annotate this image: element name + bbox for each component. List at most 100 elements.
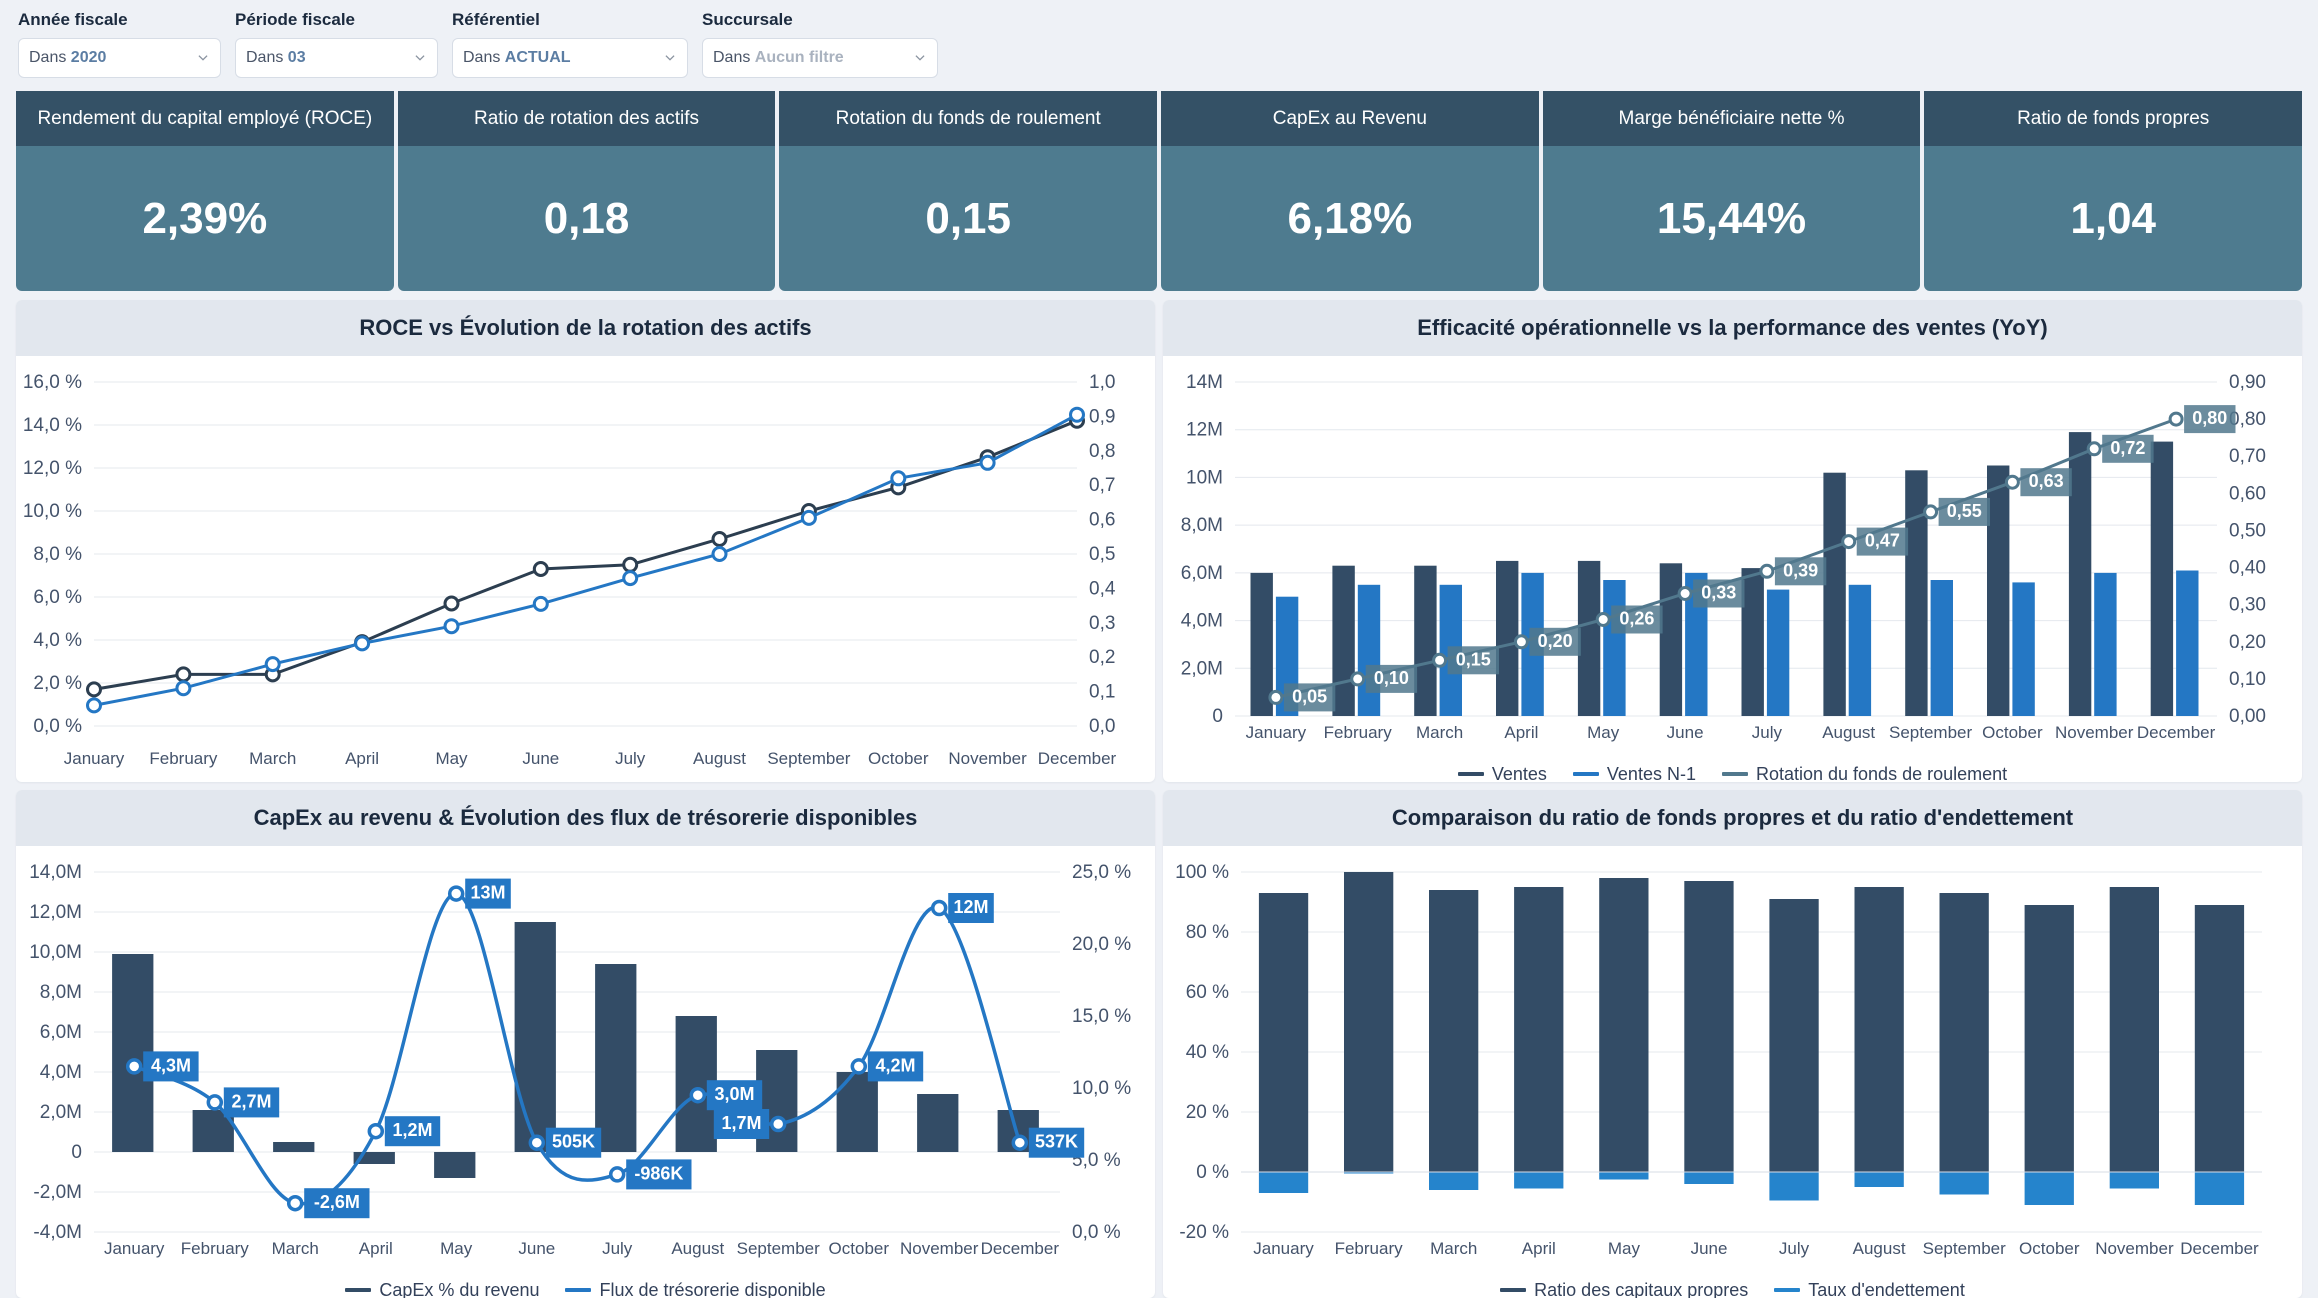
svg-text:November: November — [900, 1239, 979, 1258]
svg-text:25,0 %: 25,0 % — [1072, 862, 1131, 883]
svg-text:12,0M: 12,0M — [29, 902, 82, 923]
svg-text:November: November — [2095, 1239, 2174, 1258]
svg-text:6,0M: 6,0M — [40, 1022, 82, 1043]
svg-text:0,5: 0,5 — [1089, 544, 1115, 565]
svg-text:July: July — [1752, 723, 1783, 742]
svg-text:0,0 %: 0,0 % — [1072, 1222, 1121, 1243]
svg-text:April: April — [1522, 1239, 1556, 1258]
svg-text:4,0M: 4,0M — [40, 1062, 82, 1083]
svg-text:April: April — [359, 1239, 393, 1258]
svg-text:14M: 14M — [1186, 372, 1223, 393]
svg-text:February: February — [149, 749, 218, 768]
svg-text:0,8: 0,8 — [1089, 441, 1115, 462]
svg-text:October: October — [868, 749, 929, 768]
svg-text:0,6: 0,6 — [1089, 510, 1115, 531]
svg-text:October: October — [829, 1239, 890, 1258]
svg-text:September: September — [1923, 1239, 2006, 1258]
svg-text:May: May — [435, 749, 468, 768]
svg-text:September: September — [1889, 723, 1972, 742]
svg-text:May: May — [1587, 723, 1620, 742]
svg-text:0,10: 0,10 — [2229, 669, 2266, 690]
svg-text:0,00: 0,00 — [2229, 706, 2266, 727]
svg-text:8,0 %: 8,0 % — [33, 544, 82, 565]
svg-text:May: May — [440, 1239, 473, 1258]
svg-text:0,60: 0,60 — [2229, 483, 2266, 504]
svg-text:1,2M: 1,2M — [392, 1120, 432, 1140]
svg-text:December: December — [981, 1239, 1060, 1258]
svg-text:10,0 %: 10,0 % — [1072, 1078, 1131, 1099]
svg-text:-2,6M: -2,6M — [314, 1192, 360, 1212]
svg-text:0,0 %: 0,0 % — [33, 716, 82, 737]
svg-text:0,33: 0,33 — [1701, 583, 1736, 603]
svg-text:14,0 %: 14,0 % — [23, 415, 82, 436]
svg-text:November: November — [2055, 723, 2134, 742]
svg-text:3,0M: 3,0M — [714, 1084, 754, 1104]
svg-text:0,20: 0,20 — [1538, 631, 1573, 651]
svg-text:0,10: 0,10 — [1374, 668, 1409, 688]
svg-text:October: October — [1982, 723, 2043, 742]
svg-text:0,2: 0,2 — [1089, 647, 1115, 668]
svg-text:4,2M: 4,2M — [875, 1055, 915, 1075]
svg-text:2,0 %: 2,0 % — [33, 673, 82, 694]
svg-text:12,0 %: 12,0 % — [23, 458, 82, 479]
svg-text:0,80: 0,80 — [2192, 408, 2227, 428]
svg-text:February: February — [1324, 723, 1393, 742]
svg-text:0,4: 0,4 — [1089, 578, 1116, 599]
svg-text:December: December — [2137, 723, 2216, 742]
svg-text:November: November — [948, 749, 1027, 768]
svg-text:80 %: 80 % — [1186, 922, 1229, 943]
svg-text:-2,0M: -2,0M — [33, 1182, 82, 1203]
svg-text:16,0 %: 16,0 % — [23, 372, 82, 393]
svg-text:100 %: 100 % — [1175, 862, 1229, 883]
svg-text:June: June — [1691, 1239, 1728, 1258]
svg-text:0,7: 0,7 — [1089, 475, 1115, 496]
svg-text:13M: 13M — [470, 883, 505, 903]
svg-text:14,0M: 14,0M — [29, 862, 82, 883]
svg-text:0,05: 0,05 — [1292, 686, 1327, 706]
svg-text:0,72: 0,72 — [2110, 438, 2145, 458]
svg-text:0,50: 0,50 — [2229, 520, 2266, 541]
svg-text:April: April — [345, 749, 379, 768]
svg-text:October: October — [2019, 1239, 2080, 1258]
svg-text:505K: 505K — [552, 1132, 595, 1152]
svg-text:January: January — [1253, 1239, 1314, 1258]
svg-text:April: April — [1504, 723, 1538, 742]
svg-text:0,63: 0,63 — [2029, 471, 2064, 491]
svg-text:0,0: 0,0 — [1089, 716, 1115, 737]
svg-text:10M: 10M — [1186, 467, 1223, 488]
svg-text:60 %: 60 % — [1186, 982, 1229, 1003]
svg-text:2,7M: 2,7M — [231, 1091, 271, 1111]
svg-text:0,20: 0,20 — [2229, 632, 2266, 653]
svg-text:June: June — [518, 1239, 555, 1258]
svg-text:15,0 %: 15,0 % — [1072, 1006, 1131, 1027]
svg-text:0,26: 0,26 — [1619, 609, 1654, 629]
svg-text:March: March — [272, 1239, 319, 1258]
svg-text:537K: 537K — [1035, 1132, 1078, 1152]
svg-text:12M: 12M — [953, 897, 988, 917]
svg-text:0 %: 0 % — [1196, 1162, 1229, 1183]
svg-text:July: July — [615, 749, 646, 768]
svg-text:December: December — [1038, 749, 1117, 768]
svg-text:10,0M: 10,0M — [29, 942, 82, 963]
svg-text:8,0M: 8,0M — [40, 982, 82, 1003]
svg-text:January: January — [1246, 723, 1307, 742]
svg-text:0,39: 0,39 — [1783, 560, 1818, 580]
svg-text:20,0 %: 20,0 % — [1072, 934, 1131, 955]
svg-text:June: June — [1667, 723, 1704, 742]
svg-text:40 %: 40 % — [1186, 1042, 1229, 1063]
svg-text:0,55: 0,55 — [1947, 501, 1982, 521]
svg-text:July: July — [1779, 1239, 1810, 1258]
svg-text:June: June — [522, 749, 559, 768]
svg-text:1,7M: 1,7M — [721, 1113, 761, 1133]
svg-text:August: August — [1822, 723, 1875, 742]
svg-text:4,0 %: 4,0 % — [33, 630, 82, 651]
svg-text:0,47: 0,47 — [1865, 531, 1900, 551]
svg-text:0: 0 — [1212, 706, 1223, 727]
svg-text:0,15: 0,15 — [1456, 649, 1491, 669]
svg-text:8,0M: 8,0M — [1181, 515, 1223, 536]
svg-text:July: July — [602, 1239, 633, 1258]
svg-text:6,0 %: 6,0 % — [33, 587, 82, 608]
svg-text:0,3: 0,3 — [1089, 613, 1115, 634]
svg-text:0,40: 0,40 — [2229, 558, 2266, 579]
svg-text:September: September — [737, 1239, 820, 1258]
